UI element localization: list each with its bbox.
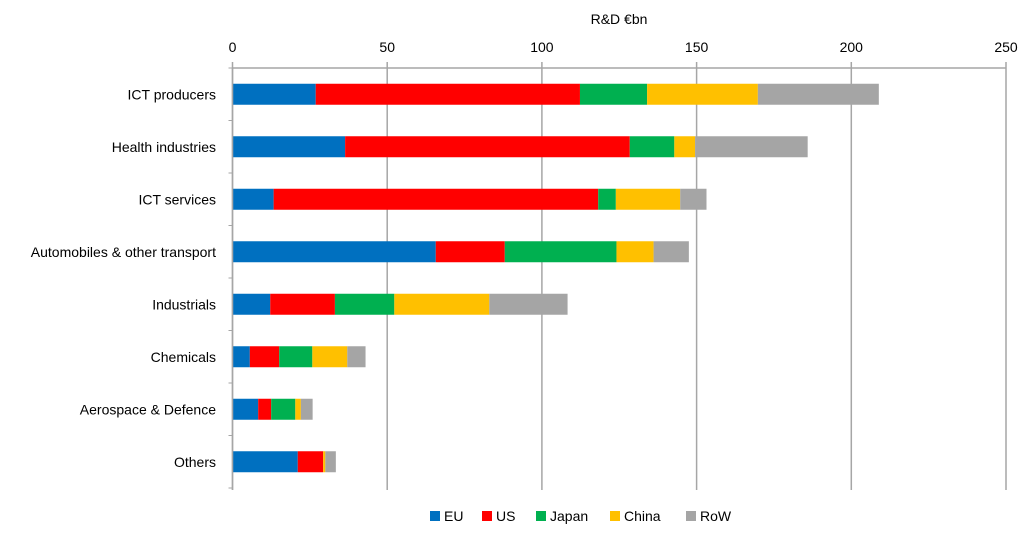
bar-china — [312, 346, 348, 368]
bar-us — [249, 346, 280, 368]
bar-eu — [232, 136, 346, 158]
bar-eu — [232, 188, 274, 210]
bar-china — [674, 136, 696, 158]
legend-swatch-us — [482, 511, 492, 521]
category-label: ICT producers — [128, 86, 216, 102]
bar-eu — [232, 398, 259, 420]
bar-us — [273, 188, 599, 210]
bar-row — [653, 241, 689, 263]
category-label: Industrials — [152, 296, 216, 312]
bar-china — [615, 188, 681, 210]
legend-swatch-china — [610, 511, 620, 521]
legend-swatch-row — [686, 511, 696, 521]
bar-china — [394, 293, 490, 315]
x-axis-ticks: 0 50 100 150 200 250 — [229, 39, 1018, 55]
bar-us — [345, 136, 630, 158]
bar-eu — [232, 83, 316, 105]
bar-japan — [334, 293, 395, 315]
category-label: Health industries — [112, 139, 216, 155]
x-tick-label: 0 — [229, 39, 237, 55]
x-tick-label: 50 — [379, 39, 395, 55]
bar-us — [435, 241, 505, 263]
bar-japan — [279, 346, 313, 368]
bar-row — [347, 346, 366, 368]
bar-china — [616, 241, 654, 263]
legend-label-us: US — [496, 508, 515, 524]
gridlines — [231, 62, 1007, 490]
bar-japan — [598, 188, 616, 210]
category-label: ICT services — [138, 191, 216, 207]
bar-china — [647, 83, 758, 105]
bar-japan — [271, 398, 296, 420]
x-tick-label: 200 — [840, 39, 864, 55]
bar-japan — [579, 83, 648, 105]
bar-eu — [232, 451, 298, 473]
legend-label-eu: EU — [444, 508, 463, 524]
x-tick-label: 100 — [530, 39, 554, 55]
x-axis-title: R&D €bn — [591, 11, 648, 27]
bar-us — [258, 398, 272, 420]
bar-us — [297, 451, 324, 473]
legend-label-china: China — [624, 508, 661, 524]
legend-swatch-eu — [430, 511, 440, 521]
category-label: Automobiles & other transport — [31, 244, 216, 260]
bar-row — [680, 188, 707, 210]
bar-row — [325, 451, 336, 473]
bar-row — [489, 293, 568, 315]
bar-row — [757, 83, 879, 105]
x-tick-label: 150 — [685, 39, 709, 55]
bar-china — [323, 451, 326, 473]
category-label: Chemicals — [151, 349, 216, 365]
x-tick-label: 250 — [994, 39, 1018, 55]
legend-swatch-japan — [536, 511, 546, 521]
bar-eu — [232, 346, 250, 368]
y-axis: ICT producers Health industries ICT servic… — [31, 67, 234, 490]
category-label: Others — [174, 454, 216, 470]
bar-china — [295, 398, 301, 420]
bar-japan — [504, 241, 617, 263]
bar-eu — [232, 293, 271, 315]
legend-label-row: RoW — [700, 508, 732, 524]
bar-japan — [629, 136, 675, 158]
legend-label-japan: Japan — [550, 508, 588, 524]
bar-eu — [232, 241, 436, 263]
bars — [232, 83, 879, 473]
bar-us — [270, 293, 335, 315]
bar-row — [300, 398, 313, 420]
bar-us — [315, 83, 580, 105]
bar-row — [695, 136, 808, 158]
legend: EU US Japan China RoW — [430, 508, 732, 524]
category-label: Aerospace & Defence — [80, 401, 216, 417]
